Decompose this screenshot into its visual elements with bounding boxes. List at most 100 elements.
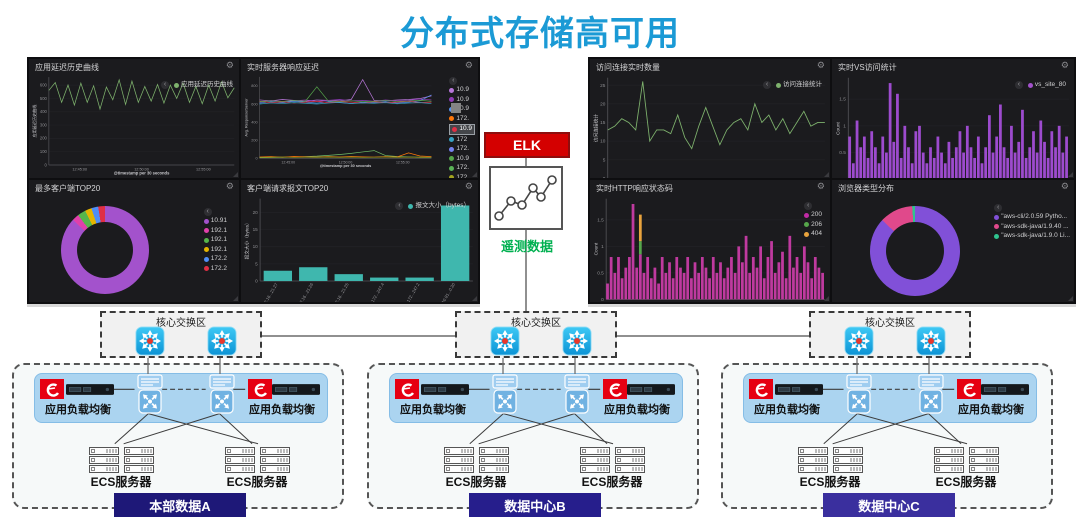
svg-text:访问连接统计: 访问连接统计 bbox=[593, 114, 600, 143]
gear-icon[interactable]: ⚙ bbox=[465, 182, 473, 192]
load-balancer-appliance-icon bbox=[272, 383, 320, 396]
ecs-label: ECS服务器 bbox=[916, 473, 1016, 490]
legend-item[interactable]: 访问连接统计 bbox=[776, 81, 822, 90]
legend-item[interactable]: "aws-sdk-java/1.9.40 ... bbox=[994, 223, 1068, 232]
legend-color-dot bbox=[804, 232, 809, 237]
chart-legend[interactable]: ‹ 报文大小（bytes） bbox=[395, 202, 470, 211]
legend-item[interactable]: "aws-sdk-java/1.9.0 Li... bbox=[994, 232, 1070, 241]
legend-items[interactable]: 报文大小（bytes） bbox=[408, 202, 470, 211]
access-switch-icon bbox=[845, 373, 873, 415]
legend-item[interactable]: 10.91 bbox=[204, 217, 227, 226]
legend-item[interactable]: 404 bbox=[804, 230, 822, 239]
legend-color-dot bbox=[204, 247, 209, 252]
server-rack-icon bbox=[615, 447, 645, 473]
legend-color-dot bbox=[449, 116, 454, 121]
gear-icon[interactable]: ⚙ bbox=[226, 61, 234, 71]
ecs-label: ECS服务器 bbox=[207, 473, 307, 490]
legend-collapse-icon[interactable]: ‹ bbox=[804, 202, 812, 210]
chart-legend[interactable]: ‹ "aws-cli/2.0.59 Pytho..."aws-sdk-java/… bbox=[994, 204, 1070, 241]
legend-item[interactable]: 10.9 bbox=[449, 124, 475, 135]
legend-label: "aws-sdk-java/1.9.40 ... bbox=[1001, 223, 1068, 232]
legend-item[interactable]: 200 bbox=[804, 211, 822, 220]
core-switch-zone-a: 核心交换区 bbox=[100, 311, 262, 358]
svg-text:600: 600 bbox=[251, 102, 257, 106]
svg-text:5: 5 bbox=[603, 157, 606, 163]
gear-icon[interactable]: ⚙ bbox=[465, 61, 473, 71]
gear-icon[interactable]: ⚙ bbox=[817, 61, 825, 71]
chart-legend[interactable]: ‹ 访问连接统计 bbox=[763, 81, 822, 90]
legend-item[interactable]: 206 bbox=[804, 221, 822, 230]
legend-item[interactable]: 172. bbox=[449, 174, 469, 179]
telemetry-chart-box bbox=[489, 166, 563, 230]
legend-label: 206 bbox=[811, 221, 822, 230]
gear-icon[interactable]: ⚙ bbox=[226, 182, 234, 192]
legend-item[interactable]: 172.2 bbox=[204, 265, 227, 274]
core-switch-icon bbox=[562, 326, 592, 356]
legend-label: 192.1 bbox=[211, 246, 227, 255]
legend-color-dot bbox=[994, 234, 999, 239]
legend-color-dot bbox=[204, 257, 209, 262]
legend-collapse-icon[interactable]: ‹ bbox=[449, 77, 457, 85]
legend-label: "aws-sdk-java/1.9.0 Li... bbox=[1001, 232, 1070, 241]
legend-items[interactable]: 应用延迟历史曲线 bbox=[174, 81, 233, 90]
lb-label: 应用负载均衡 bbox=[222, 401, 342, 417]
legend-items[interactable]: "aws-cli/2.0.59 Pytho..."aws-sdk-java/1.… bbox=[994, 213, 1070, 241]
svg-text:20: 20 bbox=[253, 210, 259, 215]
legend-item[interactable]: "aws-cli/2.0.59 Pytho... bbox=[994, 213, 1067, 222]
legend-label: 应用延迟历史曲线 bbox=[181, 81, 233, 90]
legend-label: 172. bbox=[456, 115, 469, 124]
svg-text:1.5: 1.5 bbox=[839, 97, 846, 103]
legend-color-dot bbox=[449, 166, 454, 171]
legend-item[interactable]: vs_site_80 bbox=[1028, 81, 1066, 90]
legend-label: 404 bbox=[811, 230, 822, 239]
legend-item[interactable]: 172. bbox=[449, 145, 469, 154]
legend-collapse-icon[interactable]: ‹ bbox=[161, 81, 169, 89]
legend-color-dot bbox=[804, 222, 809, 227]
legend-color-dot bbox=[204, 228, 209, 233]
legend-collapse-icon[interactable]: ‹ bbox=[1015, 81, 1023, 89]
legend-item[interactable]: 192.1 bbox=[204, 236, 227, 245]
legend-collapse-icon[interactable]: ‹ bbox=[994, 204, 1002, 212]
legend-item[interactable]: 172. bbox=[449, 115, 469, 124]
legend-items[interactable]: vs_site_80 bbox=[1028, 81, 1066, 90]
svg-text:10: 10 bbox=[253, 244, 259, 249]
legend-item[interactable]: 应用延迟历史曲线 bbox=[174, 81, 233, 90]
legend-item[interactable]: 192.1 bbox=[204, 227, 227, 236]
chart-legend[interactable]: ‹ 应用延迟历史曲线 bbox=[161, 81, 233, 90]
svg-text:12:45:00: 12:45:00 bbox=[72, 168, 87, 172]
legend-collapse-icon[interactable]: ‹ bbox=[204, 208, 212, 216]
legend-item[interactable]: 192.1 bbox=[204, 246, 227, 255]
legend-item[interactable]: 172 bbox=[449, 136, 467, 145]
svg-text:0: 0 bbox=[603, 176, 606, 178]
chart-legend[interactable]: ‹ vs_site_80 bbox=[1015, 81, 1066, 90]
legend-item[interactable]: 10.9 bbox=[449, 86, 469, 95]
svg-text:10.91...0.30: 10.91...0.30 bbox=[440, 282, 456, 302]
gear-icon[interactable]: ⚙ bbox=[1061, 182, 1069, 192]
legend-color-dot bbox=[174, 83, 179, 88]
donut-chart bbox=[870, 206, 960, 296]
gear-icon[interactable]: ⚙ bbox=[1061, 61, 1069, 71]
core-switch-zone-b: 核心交换区 bbox=[455, 311, 617, 358]
legend-collapse-icon[interactable]: ‹ bbox=[395, 202, 403, 210]
legend-label: 访问连接统计 bbox=[783, 81, 822, 90]
scrollbar-thumb[interactable] bbox=[451, 103, 461, 113]
load-balancer-appliance-icon bbox=[66, 383, 114, 396]
load-balancer-logo-icon bbox=[603, 379, 627, 399]
legend-item[interactable]: 172. bbox=[449, 164, 469, 173]
svg-text:0.5: 0.5 bbox=[597, 270, 604, 276]
gear-icon[interactable]: ⚙ bbox=[817, 182, 825, 192]
legend-item[interactable]: 10.9 bbox=[449, 155, 469, 164]
legend-item[interactable]: 报文大小（bytes） bbox=[408, 202, 470, 211]
legend-collapse-icon[interactable]: ‹ bbox=[763, 81, 771, 89]
legend-items[interactable]: 访问连接统计 bbox=[776, 81, 822, 90]
legend-item[interactable]: 172.2 bbox=[204, 255, 227, 264]
